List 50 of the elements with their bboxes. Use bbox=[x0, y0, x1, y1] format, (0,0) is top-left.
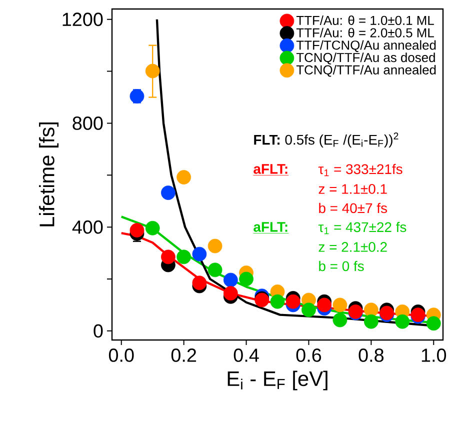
point bbox=[426, 316, 441, 331]
point bbox=[130, 89, 144, 104]
point bbox=[302, 302, 316, 318]
point bbox=[176, 170, 192, 184]
point bbox=[332, 312, 348, 328]
annotation: aFLT: bbox=[254, 222, 288, 232]
y-tick-label: 400 bbox=[72, 220, 103, 234]
x-tick-label: 0.0 bbox=[108, 348, 134, 362]
point bbox=[317, 298, 332, 312]
annotation: z = 1.1±0.1 bbox=[318, 184, 387, 194]
legend-label: TCNQ/TTF/Au as dosed bbox=[296, 52, 435, 64]
point bbox=[286, 294, 300, 309]
annotation: z = 2.1±0.2 bbox=[318, 242, 387, 252]
point bbox=[145, 220, 160, 236]
annotation: τ$_{1}$ = 333±21fs bbox=[318, 164, 402, 176]
x-tick-label: 1.0 bbox=[422, 348, 446, 362]
annotation: τ$_{1}$ = 437±22 fs bbox=[318, 222, 406, 234]
legend-label: TTF/TCNQ/Au annealed bbox=[296, 40, 436, 52]
x-tick-label: 0.6 bbox=[296, 348, 322, 362]
legend-label: TCNQ/TTF/Au annealed bbox=[296, 64, 436, 77]
point bbox=[176, 250, 192, 264]
point bbox=[161, 250, 176, 264]
point bbox=[192, 246, 207, 262]
x-axis-title: E$_{i}$ - E$_{F}$ [eV] bbox=[228, 370, 328, 390]
point bbox=[145, 64, 160, 78]
legend-label: TTF/Au: θ = 2.0±0.5 ML bbox=[296, 28, 434, 38]
point bbox=[332, 298, 348, 312]
text: FLT: 0.5fs (E$_{F}$ /(E$_{i}$-E$_{F}$))$^{2}$ bbox=[254, 132, 398, 148]
point bbox=[395, 314, 410, 329]
point bbox=[270, 294, 285, 309]
point bbox=[192, 276, 207, 290]
y-axis-title: Lifetime [fs] bbox=[39, 122, 59, 226]
point bbox=[208, 262, 222, 278]
y-tick-label: 1200 bbox=[62, 12, 103, 26]
point bbox=[223, 272, 238, 288]
annotation: b = 0 fs bbox=[319, 260, 364, 272]
point bbox=[208, 238, 222, 254]
y-tick-label: 800 bbox=[72, 116, 103, 130]
point bbox=[161, 186, 176, 200]
y-tick-label: 0 bbox=[94, 324, 103, 338]
point bbox=[364, 314, 378, 329]
x-tick-label: 0.2 bbox=[171, 348, 196, 362]
point bbox=[130, 222, 144, 238]
x-tick-label: 0.8 bbox=[358, 348, 384, 362]
annotation: b = 40±7 fs bbox=[319, 202, 388, 214]
x-tick-label: 0.4 bbox=[234, 348, 259, 362]
annotation: aFLT: bbox=[254, 164, 288, 174]
point bbox=[223, 286, 238, 300]
point bbox=[239, 272, 254, 286]
legend-label: TTF/Au: θ = 1.0±0.1 ML bbox=[296, 15, 434, 26]
